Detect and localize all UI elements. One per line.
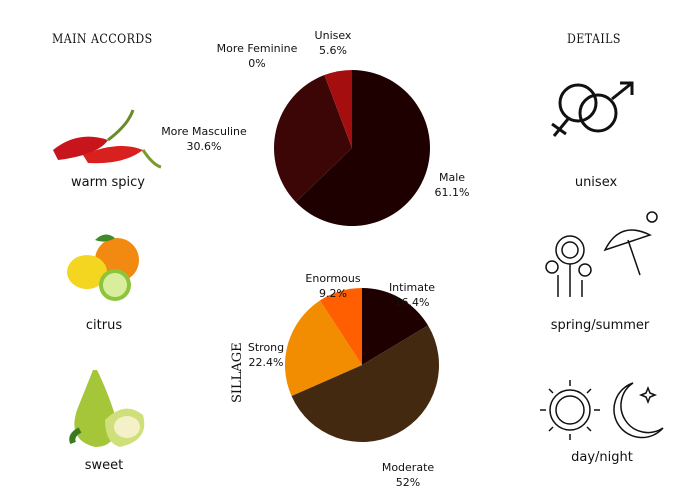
category-label: Strong xyxy=(247,341,285,354)
accord-label-warm-spicy: warm spicy xyxy=(71,175,145,190)
category-label: Intimate xyxy=(388,281,436,294)
category-label: More Masculine xyxy=(161,125,247,138)
category-label: Moderate xyxy=(381,461,435,474)
pie2-label-enormous: Enormous 9.2% xyxy=(305,271,360,301)
pie1-label-male: Male 61.1% xyxy=(435,170,470,200)
sillage-title: SILLAGE xyxy=(230,342,245,403)
pie2-label-intimate: Intimate 16.4% xyxy=(389,280,435,310)
pie1-label-unisex: Unisex 5.6% xyxy=(315,28,352,58)
value-label: 9.2% xyxy=(319,287,347,300)
pie-slice-enormous xyxy=(319,288,362,365)
detail-label-day-night: day/night xyxy=(571,450,633,465)
category-label: Male xyxy=(438,171,466,184)
pie-slice-more-masculine xyxy=(274,75,352,203)
pie1-label-more-feminine: More Feminine 0% xyxy=(217,41,298,71)
citrus-fruit-icon xyxy=(67,234,139,301)
category-label: Enormous xyxy=(305,272,361,285)
value-label: 52% xyxy=(395,476,421,489)
main-accords-title: MAIN ACCORDS xyxy=(52,32,153,47)
value-label: 16.4% xyxy=(394,296,430,309)
category-label: More Feminine xyxy=(216,42,298,55)
pie-slice-moderate xyxy=(291,325,440,443)
value-label: 0% xyxy=(248,57,266,70)
value-label: 5.6% xyxy=(319,44,347,57)
flowers-umbrella-icon xyxy=(545,211,658,297)
pie-slice-unisex xyxy=(324,70,352,148)
pie-slice-intimate xyxy=(362,288,429,365)
pie-slice-strong xyxy=(285,300,362,397)
value-label: 61.1% xyxy=(434,186,470,199)
pie1-label-more-masculine: More Masculine 30.6% xyxy=(161,124,247,154)
detail-label-unisex: unisex xyxy=(574,175,618,190)
accord-label-sweet: sweet xyxy=(84,458,124,473)
pie-slice-male xyxy=(295,70,431,226)
pear-icon xyxy=(69,370,145,447)
pie2-label-moderate: Moderate 52% xyxy=(382,460,434,490)
sun-moon-icon xyxy=(540,380,664,440)
value-label: 22.4% xyxy=(248,356,284,369)
accord-label-citrus: citrus xyxy=(85,318,123,333)
value-label: 30.6% xyxy=(186,140,222,153)
detail-label-spring-summer: spring/summer xyxy=(550,318,650,333)
chili-pepper-icon xyxy=(53,109,162,169)
pie2-label-strong: Strong 22.4% xyxy=(248,340,284,370)
category-label: Unisex xyxy=(314,29,352,42)
gender-symbols-icon xyxy=(551,81,634,137)
details-title: DETAILS xyxy=(567,32,621,47)
